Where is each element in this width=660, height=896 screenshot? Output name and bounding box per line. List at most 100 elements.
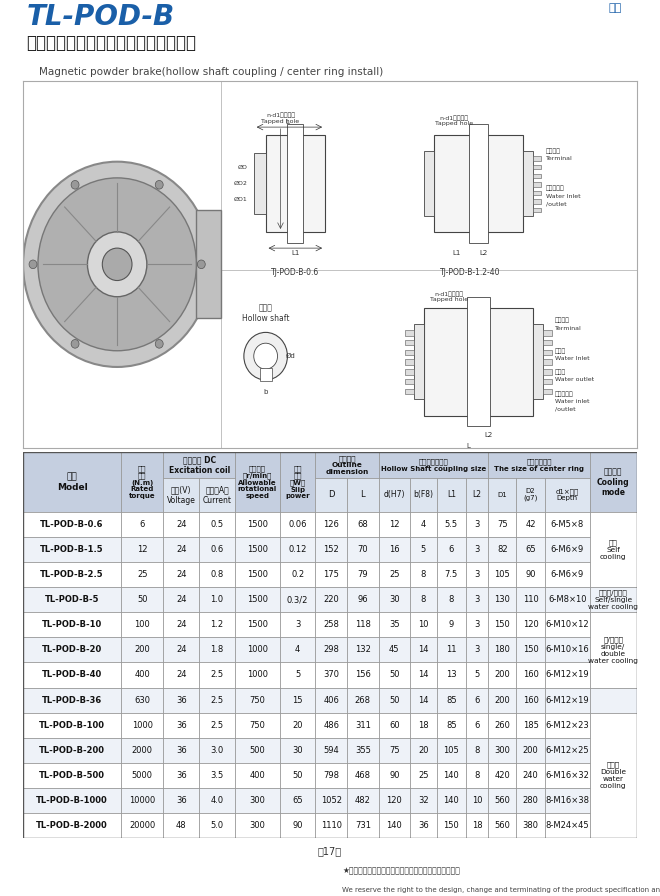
Bar	[235, 813, 280, 838]
Bar	[347, 538, 379, 563]
Bar	[235, 563, 280, 588]
Bar	[288, 124, 304, 243]
Bar	[517, 612, 544, 637]
Bar	[437, 788, 466, 813]
Bar	[199, 538, 235, 563]
Text: －17－: －17－	[318, 846, 342, 856]
Bar	[315, 737, 347, 762]
Text: 220: 220	[323, 595, 339, 604]
Bar	[517, 588, 544, 612]
Bar	[543, 340, 552, 345]
Bar	[280, 538, 315, 563]
Bar	[466, 762, 488, 788]
Bar	[164, 538, 199, 563]
Bar	[379, 737, 410, 762]
Text: L2: L2	[473, 490, 482, 499]
Bar	[315, 538, 347, 563]
Text: 24: 24	[176, 645, 187, 654]
Bar	[379, 813, 410, 838]
Text: 接線端子: 接線端子	[546, 148, 561, 154]
Bar	[517, 538, 544, 563]
Text: TJ-POD-B-0.6: TJ-POD-B-0.6	[271, 268, 319, 277]
Bar	[280, 762, 315, 788]
Circle shape	[254, 343, 278, 369]
Text: 126: 126	[323, 521, 339, 530]
Bar	[379, 588, 410, 612]
Text: L2: L2	[484, 432, 492, 438]
Bar	[488, 737, 517, 762]
Text: 單/雙水冷
single/
double
water cooling: 單/雙水冷 single/ double water cooling	[588, 636, 638, 664]
Bar	[23, 737, 121, 762]
Bar	[589, 588, 637, 612]
Bar	[280, 637, 315, 662]
Text: 3.0: 3.0	[211, 745, 224, 754]
Bar	[121, 788, 164, 813]
Circle shape	[244, 332, 288, 380]
Text: TL-POD-B-1.5: TL-POD-B-1.5	[40, 546, 104, 555]
Text: 200: 200	[523, 745, 539, 754]
Bar	[466, 687, 488, 712]
Bar	[488, 762, 517, 788]
Circle shape	[87, 232, 147, 297]
Text: 160: 160	[523, 670, 539, 679]
Text: 8-M16×38: 8-M16×38	[545, 796, 589, 805]
Bar	[533, 323, 543, 400]
Text: 3: 3	[475, 620, 480, 629]
Bar	[235, 687, 280, 712]
Bar	[410, 513, 437, 538]
Text: 468: 468	[355, 771, 371, 780]
Bar	[379, 662, 410, 687]
Bar	[315, 538, 347, 563]
Bar	[23, 563, 121, 588]
Text: d(H7): d(H7)	[383, 490, 405, 499]
Text: 1000: 1000	[247, 670, 268, 679]
Bar	[437, 813, 466, 838]
Bar	[199, 612, 235, 637]
Text: 85: 85	[446, 695, 457, 704]
Bar	[488, 788, 517, 813]
Bar	[121, 813, 164, 838]
Text: 24: 24	[176, 670, 187, 679]
Bar	[121, 588, 164, 612]
Bar	[488, 478, 517, 513]
Bar	[466, 513, 488, 538]
Text: L2: L2	[479, 250, 488, 256]
Text: 型號
Model: 型號 Model	[57, 472, 88, 493]
Text: TL-POD-B-36: TL-POD-B-36	[42, 695, 102, 704]
Text: TL-POD-B-5: TL-POD-B-5	[45, 595, 100, 604]
Text: 24: 24	[176, 571, 187, 580]
Text: 150: 150	[444, 821, 459, 830]
Text: 進水口: 進水口	[555, 348, 566, 354]
Bar	[517, 513, 544, 538]
Bar	[488, 612, 517, 637]
Text: 60: 60	[389, 720, 400, 729]
Bar	[517, 813, 544, 838]
Text: /outlet: /outlet	[546, 202, 566, 206]
Bar	[410, 737, 437, 762]
Text: 298: 298	[323, 645, 339, 654]
Bar	[544, 588, 589, 612]
Bar	[347, 588, 379, 612]
Bar	[315, 662, 347, 687]
Bar	[347, 788, 379, 813]
Bar	[199, 712, 235, 737]
Bar	[589, 612, 637, 687]
Bar	[235, 612, 280, 637]
Text: ØD2: ØD2	[234, 181, 248, 185]
Bar	[164, 762, 199, 788]
Text: 370: 370	[323, 670, 339, 679]
Bar	[199, 687, 235, 712]
Bar	[235, 712, 280, 737]
Bar	[488, 452, 589, 478]
Bar	[23, 662, 121, 687]
Bar	[199, 662, 235, 687]
Bar	[164, 612, 199, 637]
Bar	[347, 762, 379, 788]
Bar	[280, 563, 315, 588]
Bar	[589, 712, 637, 838]
Text: 6-M12×25: 6-M12×25	[545, 745, 589, 754]
Bar	[199, 737, 235, 762]
Bar	[517, 788, 544, 813]
Bar	[23, 762, 121, 788]
Bar	[347, 737, 379, 762]
